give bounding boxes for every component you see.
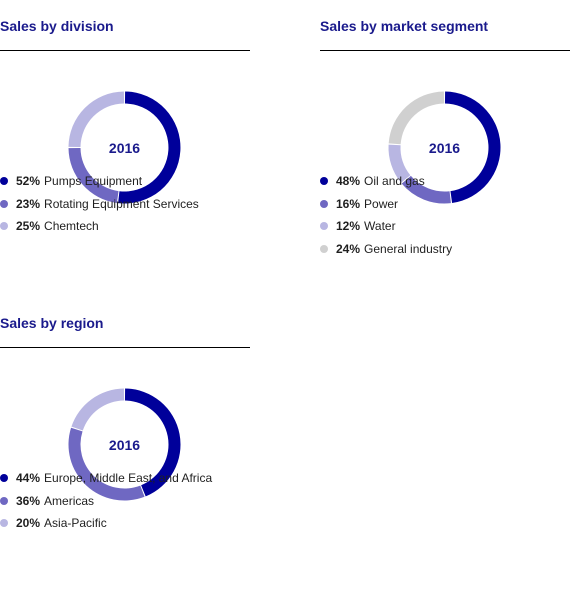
region-title-rule: [0, 347, 250, 348]
division-slice: [68, 147, 119, 203]
region-slice: [71, 388, 125, 431]
market-segment-legend-swatch: [320, 244, 328, 253]
region-legend-label: Asia-Pacific: [44, 516, 107, 531]
market-segment-legend-swatch: [320, 199, 328, 208]
division-legend: 52% Pumps Equipment 23% Rotating Equipme…: [0, 170, 250, 238]
division-legend-label: Rotating Equipment Services: [44, 196, 199, 211]
market-segment-legend-item: 48% Oil and gas: [320, 170, 570, 193]
division-legend-label: Chemtech: [44, 219, 99, 234]
division-legend-item: 52% Pumps Equipment: [0, 170, 250, 193]
market-segment-title-rule: [320, 50, 570, 51]
market-segment-donut-svg: [388, 91, 501, 204]
division-slice: [68, 91, 125, 148]
division-legend-value: 25%: [16, 219, 41, 234]
market-segment-legend-swatch: [320, 177, 328, 186]
division-legend-value: 52%: [16, 174, 41, 189]
market-segment-slice-path: [388, 91, 445, 145]
division-slice: [118, 91, 181, 204]
region-title: Sales by region: [0, 315, 104, 331]
market-segment-slice: [444, 91, 501, 203]
division-legend-label: Pumps Equipment: [44, 174, 143, 189]
region-donut: 2016: [62, 382, 187, 507]
division-legend-swatch: [0, 199, 8, 208]
region-slice-path: [124, 388, 181, 497]
market-segment-panel: Sales by market segment 2016 48% Oil and…: [320, 18, 570, 256]
division-slice-path: [68, 147, 119, 203]
market-segment-legend-value: 16%: [336, 196, 361, 211]
region-legend-item: 20% Asia-Pacific: [0, 512, 250, 535]
division-panel: Sales by division 2016 52% Pumps Equipme…: [0, 18, 250, 233]
market-segment-legend-label: Oil and gas: [364, 174, 425, 189]
division-legend-item: 23% Rotating Equipment Services: [0, 193, 250, 216]
region-panel: Sales by region 2016 44% Europe, Middle …: [0, 315, 250, 530]
division-donut-svg: [68, 91, 181, 204]
region-legend: 44% Europe, Middle East, and Africa 36% …: [0, 467, 250, 535]
market-segment-legend-item: 16% Power: [320, 193, 570, 216]
region-legend-value: 44%: [16, 471, 41, 486]
division-title: Sales by division: [0, 18, 114, 34]
division-title-rule: [0, 50, 250, 51]
market-segment-slice-path: [444, 91, 501, 203]
region-slice: [124, 388, 181, 497]
division-slice-path: [118, 91, 181, 204]
region-legend-label: Americas: [44, 493, 95, 508]
market-segment-legend-swatch: [320, 222, 328, 231]
region-legend-value: 36%: [16, 493, 41, 508]
market-segment-legend-value: 48%: [336, 174, 361, 189]
market-segment-slice-path: [401, 175, 451, 204]
region-legend-swatch: [0, 496, 8, 505]
market-segment-title: Sales by market segment: [320, 18, 489, 34]
region-legend-value: 20%: [16, 516, 41, 531]
region-center-label: 2016: [108, 436, 141, 453]
division-slice-path: [68, 91, 125, 148]
market-segment-legend-label: Water: [364, 219, 396, 234]
market-segment-legend: 48% Oil and gas 16% Power 12% Water 24% …: [320, 170, 570, 260]
division-donut: 2016: [62, 85, 187, 210]
market-segment-donut: 2016: [382, 85, 507, 210]
region-legend-label: Europe, Middle East, and Africa: [44, 471, 213, 486]
division-legend-swatch: [0, 222, 8, 231]
market-segment-legend-value: 24%: [336, 241, 361, 256]
market-segment-slice: [388, 144, 411, 183]
market-segment-slice: [388, 91, 445, 145]
region-legend-swatch: [0, 519, 8, 528]
market-segment-legend-value: 12%: [336, 219, 361, 234]
region-legend-item: 36% Americas: [0, 490, 250, 513]
market-segment-legend-label: General industry: [364, 241, 453, 256]
market-segment-legend-item: 12% Water: [320, 215, 570, 238]
region-slice-path: [71, 388, 125, 431]
division-legend-value: 23%: [16, 196, 41, 211]
region-legend-swatch: [0, 474, 8, 483]
market-segment-slice: [401, 175, 451, 204]
division-legend-swatch: [0, 177, 8, 186]
division-legend-item: 25% Chemtech: [0, 215, 250, 238]
region-slice-path: [68, 427, 145, 501]
market-segment-legend-item: 24% General industry: [320, 238, 570, 261]
region-donut-svg: [68, 388, 181, 501]
market-segment-slice-path: [388, 144, 411, 183]
market-segment-legend-label: Power: [364, 196, 399, 211]
market-segment-center-label: 2016: [428, 139, 461, 156]
region-legend-item: 44% Europe, Middle East, and Africa: [0, 467, 250, 490]
division-center-label: 2016: [108, 139, 141, 156]
region-slice: [68, 427, 145, 501]
